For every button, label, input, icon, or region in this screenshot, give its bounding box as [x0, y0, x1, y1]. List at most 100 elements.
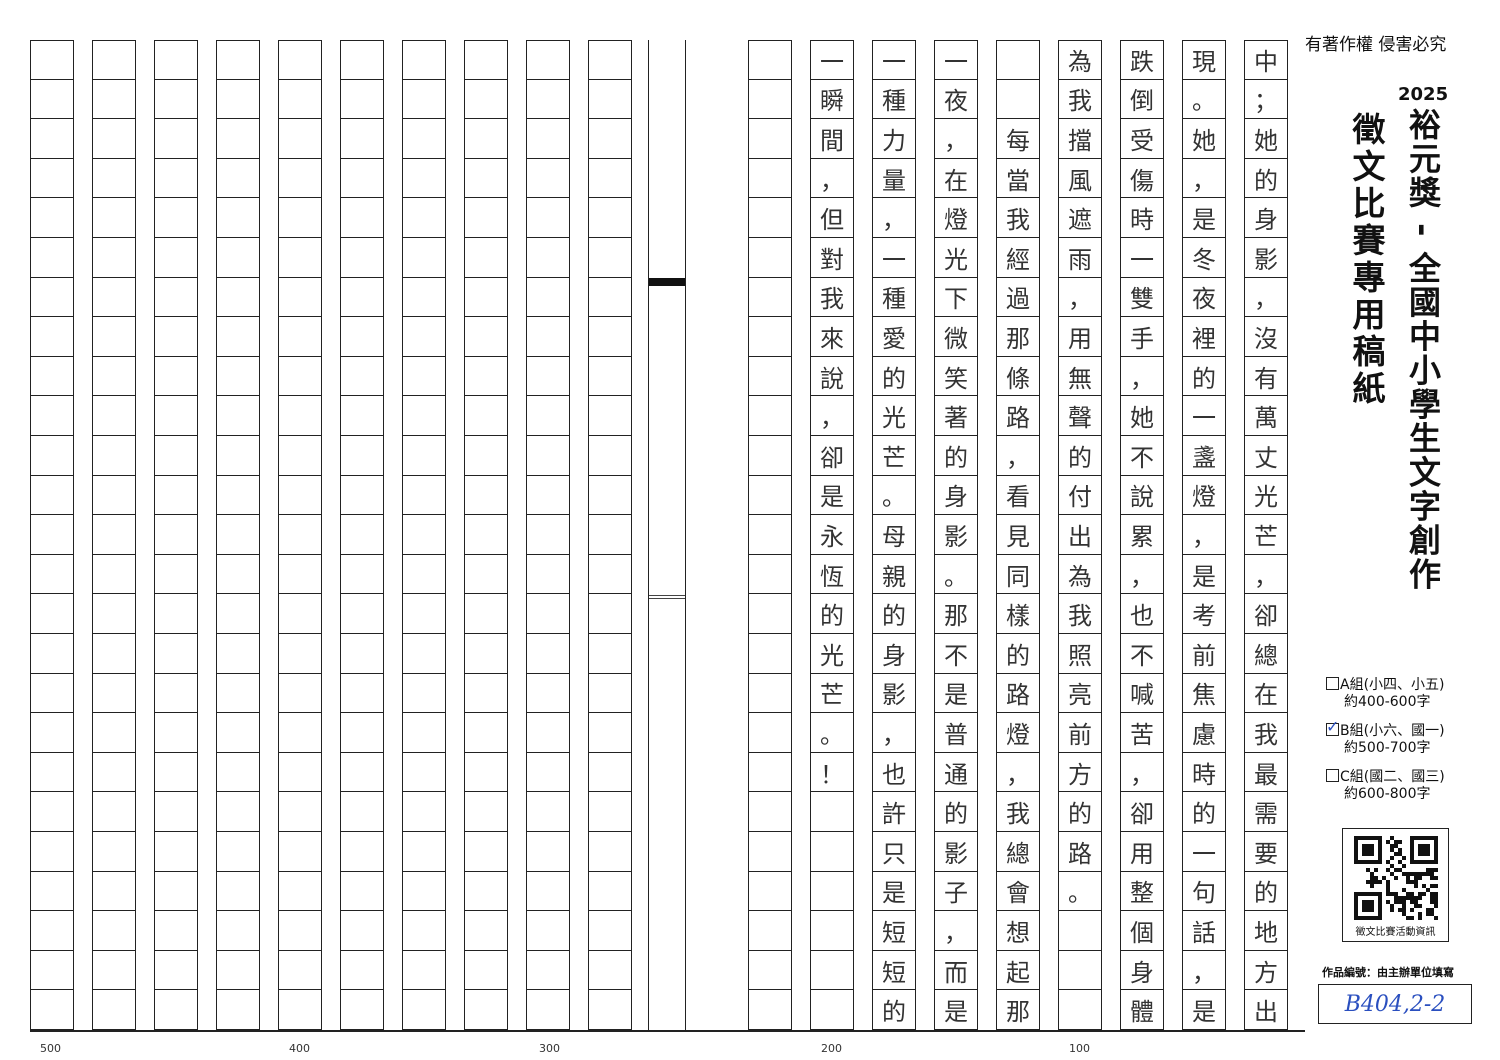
grid-cell: [155, 753, 197, 793]
grid-cell: 光: [873, 396, 915, 436]
grid-cell: 倒: [1121, 80, 1163, 120]
grid-cell: [527, 278, 569, 318]
grid-cell: [527, 990, 569, 1030]
grid-cell: 沒: [1245, 317, 1287, 357]
grid-column: [30, 40, 74, 1030]
grid-cell: [589, 713, 631, 753]
handwritten-char: 愛: [882, 324, 906, 353]
grid-cell: 。: [1059, 872, 1101, 912]
grid-cell: [749, 911, 791, 951]
handwritten-char: 前: [1068, 720, 1092, 749]
handwritten-char: 是: [944, 681, 968, 710]
group-option-b[interactable]: ✓ B組(小六、國一) 約500-700字: [1326, 718, 1476, 757]
handwritten-char: 擋: [1068, 126, 1092, 155]
grid-cell: 光: [935, 238, 977, 278]
grid-cell: 。: [1183, 80, 1225, 120]
checkbox[interactable]: [1326, 769, 1339, 782]
grid-cell: [403, 832, 445, 872]
handwritten-char: ，: [1130, 562, 1154, 591]
grid-cell: [217, 911, 259, 951]
grid-cell: [527, 119, 569, 159]
grid-cell: [749, 357, 791, 397]
grid-cell: 用: [1121, 832, 1163, 872]
grid-cell: [217, 753, 259, 793]
handwritten-char: 用: [1068, 324, 1092, 353]
grid-cell: [341, 911, 383, 951]
grid-cell: [403, 713, 445, 753]
group-option-a[interactable]: A組(小四、小五) 約400-600字: [1326, 677, 1476, 711]
handwritten-char: 身: [882, 641, 906, 670]
grid-cell: [749, 832, 791, 872]
handwritten-char: 整: [1130, 879, 1154, 908]
checkbox-checked[interactable]: ✓: [1326, 718, 1339, 736]
grid-cell: 焦: [1183, 674, 1225, 714]
group-option-c[interactable]: C組(國二、國三) 約600-800字: [1326, 769, 1476, 803]
handwritten-char: 會: [1006, 879, 1030, 908]
grid-cell: 在: [1245, 674, 1287, 714]
grid-cell: [749, 159, 791, 199]
grid-cell: [589, 515, 631, 555]
grid-cell: ，: [1183, 159, 1225, 199]
grid-cell: 瞬: [811, 80, 853, 120]
handwritten-char: ，: [1130, 364, 1154, 393]
grid-cell: [93, 80, 135, 120]
grid-cell: 起: [997, 951, 1039, 991]
grid-cell: [93, 713, 135, 753]
grid-cell: [279, 674, 321, 714]
grid-cell: [279, 594, 321, 634]
grid-cell: ，: [873, 713, 915, 753]
grid-cell: [341, 40, 383, 80]
grid-cell: [341, 555, 383, 595]
handwritten-char: 裡: [1192, 324, 1216, 353]
handwritten-char: 丈: [1254, 443, 1278, 472]
checkbox[interactable]: [1326, 677, 1339, 690]
grid-cell: 芒: [811, 674, 853, 714]
grid-cell: 句: [1183, 872, 1225, 912]
grid-cell: ，: [1121, 753, 1163, 793]
handwritten-char: [1006, 81, 1030, 116]
handwritten-char: 卻: [1254, 602, 1278, 631]
qr-code-box: 徵文比賽活動資訊: [1342, 828, 1449, 942]
grid-cell: [31, 198, 73, 238]
grid-cell: [341, 80, 383, 120]
handwritten-char: 普: [944, 720, 968, 749]
grid-cell: 受: [1121, 119, 1163, 159]
grid-cell: [527, 396, 569, 436]
grid-cell: 她: [1121, 396, 1163, 436]
handwritten-char: 不: [944, 641, 968, 670]
handwritten-char: 身: [1254, 206, 1278, 235]
grid-cell: [589, 792, 631, 832]
grid-cell: 在: [935, 159, 977, 199]
grid-cell: 的: [935, 436, 977, 476]
handwritten-char: 來: [820, 324, 844, 353]
grid-cell: [527, 476, 569, 516]
grid-cell: [93, 436, 135, 476]
grid-cell: [403, 396, 445, 436]
handwritten-char: 慮: [1192, 720, 1216, 749]
grid-cell: 一: [1121, 238, 1163, 278]
grid-cell: [341, 159, 383, 199]
handwritten-char: 有: [1254, 364, 1278, 393]
handwritten-char: 遮: [1068, 206, 1092, 235]
grid-cell: [217, 832, 259, 872]
grid-cell: [279, 832, 321, 872]
grid-cell: 雨: [1059, 238, 1101, 278]
grid-cell: 她: [1245, 119, 1287, 159]
handwritten-char: 下: [944, 285, 968, 314]
grid-cell: [93, 555, 135, 595]
handwritten-char: 是: [1192, 562, 1216, 591]
handwritten-char: 不: [1130, 641, 1154, 670]
grid-cell: [403, 872, 445, 912]
grid-cell: [341, 753, 383, 793]
grid-cell: [527, 317, 569, 357]
grid-cell: [217, 357, 259, 397]
handwritten-char: 種: [882, 285, 906, 314]
grid-cell: 影: [873, 674, 915, 714]
grid-column: 現。她，是冬夜裡的一盞燈，是考前焦慮時的一句話，是: [1182, 40, 1226, 1030]
grid-cell: [1059, 911, 1101, 951]
handwritten-char: 話: [1192, 918, 1216, 947]
handwritten-char: 個: [1130, 918, 1154, 947]
grid-cell: 也: [1121, 594, 1163, 634]
grid-cell: [31, 634, 73, 674]
